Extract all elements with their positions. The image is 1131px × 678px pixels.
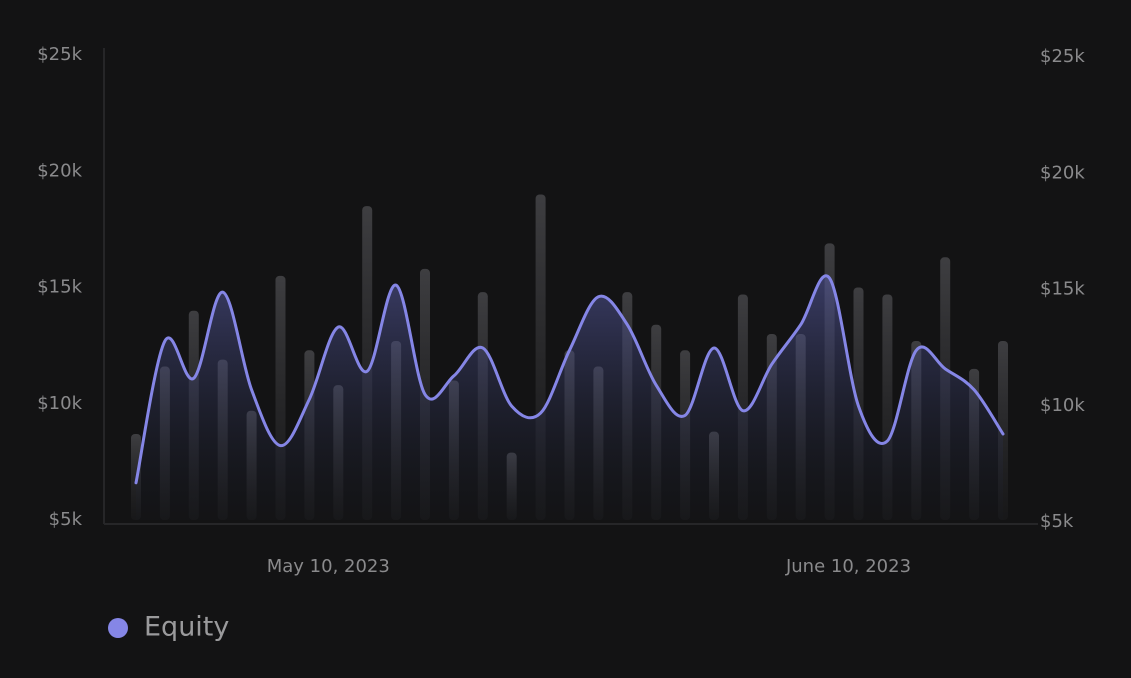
x-tick-label: June 10, 2023 [785,556,911,577]
legend-swatch [108,618,128,638]
x-tick-label: May 10, 2023 [267,556,390,577]
y-tick-label: $10k [37,393,82,414]
y2-tick-label: $5k [1040,511,1074,532]
y2-tick-label: $10k [1040,395,1085,416]
area [136,275,1003,520]
y2-tick-label: $15k [1040,279,1085,300]
y-tick-label: $20k [37,160,82,181]
y-tick-label: $15k [37,277,82,298]
y-tick-label: $25k [37,44,82,65]
y-tick-label: $5k [49,509,83,530]
line [134,274,1005,485]
legend-text: Equity [144,612,229,643]
y2-tick-label: $25k [1040,46,1085,67]
y2-tick-label: $20k [1040,162,1085,183]
